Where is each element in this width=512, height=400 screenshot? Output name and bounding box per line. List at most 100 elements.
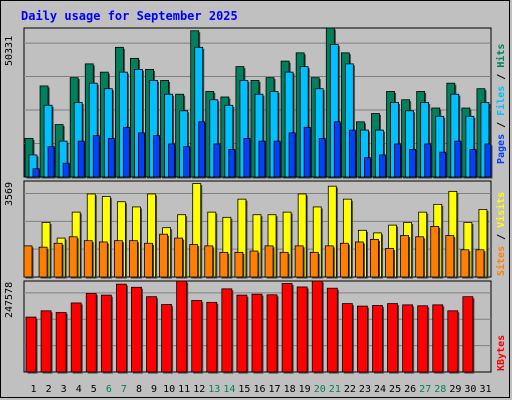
- bar-sites-9: [144, 242, 153, 278]
- bar-sites-13: [204, 245, 214, 278]
- bar-pages-8: [138, 132, 145, 178]
- bar-pages-30: [469, 149, 477, 178]
- bar-pages-28: [439, 151, 447, 178]
- legend-top-part-3: /: [496, 68, 507, 86]
- x-label-day-15: 15: [238, 384, 250, 395]
- bar-pages-25: [394, 143, 401, 178]
- bar-kbytes-3: [55, 311, 67, 373]
- x-label-day-27: 27: [419, 384, 431, 395]
- bar-kbytes-5: [85, 293, 97, 373]
- x-label-day-24: 24: [374, 384, 386, 395]
- chart-title: Daily usage for September 2025: [21, 9, 238, 23]
- bar-pages-15: [243, 137, 251, 178]
- x-label-day-6: 6: [106, 384, 112, 395]
- bar-kbytes-20: [311, 280, 323, 373]
- x-label-day-20: 20: [314, 384, 326, 395]
- bar-kbytes-6: [100, 294, 112, 373]
- bar-kbytes-13: [206, 301, 218, 373]
- bar-kbytes-15: [236, 294, 248, 373]
- x-label-day-29: 29: [449, 384, 461, 395]
- x-label-day-30: 30: [464, 384, 476, 395]
- bar-pages-19: [303, 126, 311, 178]
- legend-mid: Sites / Visits: [495, 192, 507, 276]
- legend-bottom-part-0: KBytes: [496, 335, 507, 371]
- x-label-day-21: 21: [329, 384, 341, 395]
- bar-pages-27: [424, 143, 432, 178]
- bar-pages-21: [333, 121, 341, 178]
- bar-kbytes-28: [432, 304, 444, 373]
- bar-sites-19: [294, 245, 304, 278]
- x-label-day-10: 10: [163, 384, 175, 395]
- bar-kbytes-21: [326, 287, 338, 373]
- bar-kbytes-7: [115, 283, 127, 373]
- bar-sites-5: [83, 240, 93, 278]
- bar-pages-17: [273, 140, 281, 178]
- x-label-day-2: 2: [46, 384, 52, 395]
- bar-kbytes-25: [387, 303, 398, 373]
- bar-sites-8: [129, 240, 138, 278]
- bar-pages-20: [318, 137, 326, 178]
- bar-pages-6: [107, 137, 115, 178]
- x-label-day-26: 26: [404, 384, 416, 395]
- bar-kbytes-4: [70, 302, 82, 373]
- bar-pages-2: [47, 146, 55, 178]
- legend-top-part-0: Pages: [496, 134, 507, 164]
- legend-top-part-4: Hits: [495, 44, 507, 68]
- bar-kbytes-10: [161, 304, 172, 373]
- bar-sites-1: [23, 245, 33, 278]
- bar-pages-16: [258, 140, 266, 178]
- bar-sites-28: [430, 226, 440, 278]
- bar-sites-26: [400, 235, 410, 278]
- bar-pages-10: [168, 143, 175, 178]
- bar-pages-18: [288, 132, 296, 178]
- legend-mid-part-1: /: [496, 228, 507, 246]
- bar-sites-14: [219, 251, 229, 278]
- bar-kbytes-29: [447, 310, 459, 373]
- legend-mid-part-2: Visits: [495, 192, 507, 228]
- bar-pages-4: [77, 140, 85, 178]
- bar-sites-24: [370, 238, 379, 278]
- bar-sites-4: [68, 236, 78, 278]
- x-label-day-12: 12: [193, 384, 205, 395]
- bar-kbytes-19: [296, 286, 308, 373]
- bar-sites-16: [249, 250, 259, 278]
- x-label-day-3: 3: [61, 384, 67, 395]
- bar-kbytes-11: [176, 280, 188, 373]
- bar-sites-3: [53, 242, 63, 278]
- y-max-label-3: 247578: [4, 282, 15, 318]
- bar-sites-25: [385, 248, 394, 278]
- bar-kbytes-12: [191, 300, 203, 373]
- legend-top-part-2: Files: [495, 86, 507, 116]
- x-label-day-8: 8: [136, 384, 142, 395]
- legend-top: Pages / Files / Hits: [495, 44, 507, 164]
- bar-pages-24: [379, 154, 386, 178]
- x-label-day-18: 18: [284, 384, 296, 395]
- bar-kbytes-2: [40, 310, 52, 373]
- bar-sites-2: [38, 246, 48, 278]
- legend-bottom: KBytes: [496, 335, 507, 371]
- bar-kbytes-30: [462, 296, 474, 373]
- bar-kbytes-16: [251, 293, 263, 373]
- bar-pages-31: [484, 143, 492, 178]
- bar-kbytes-27: [417, 305, 429, 373]
- bar-sites-31: [475, 249, 485, 278]
- bar-sites-18: [279, 251, 289, 278]
- bar-pages-14: [228, 149, 236, 178]
- bar-pages-13: [213, 143, 221, 178]
- bar-sites-11: [174, 237, 184, 278]
- bar-kbytes-1: [25, 316, 37, 373]
- x-label-day-22: 22: [344, 384, 356, 395]
- bar-sites-15: [234, 251, 244, 278]
- bar-pages-22: [348, 129, 356, 178]
- bar-pages-1: [32, 168, 40, 178]
- bar-kbytes-8: [131, 286, 142, 373]
- bar-pages-23: [364, 157, 371, 178]
- x-label-day-17: 17: [269, 384, 281, 395]
- x-label-day-19: 19: [299, 384, 311, 395]
- bar-sites-10: [159, 233, 168, 278]
- bar-pages-26: [409, 149, 417, 178]
- x-label-day-11: 11: [178, 384, 190, 395]
- bar-pages-29: [454, 140, 462, 178]
- bar-sites-20: [309, 251, 319, 278]
- bar-sites-27: [415, 236, 425, 278]
